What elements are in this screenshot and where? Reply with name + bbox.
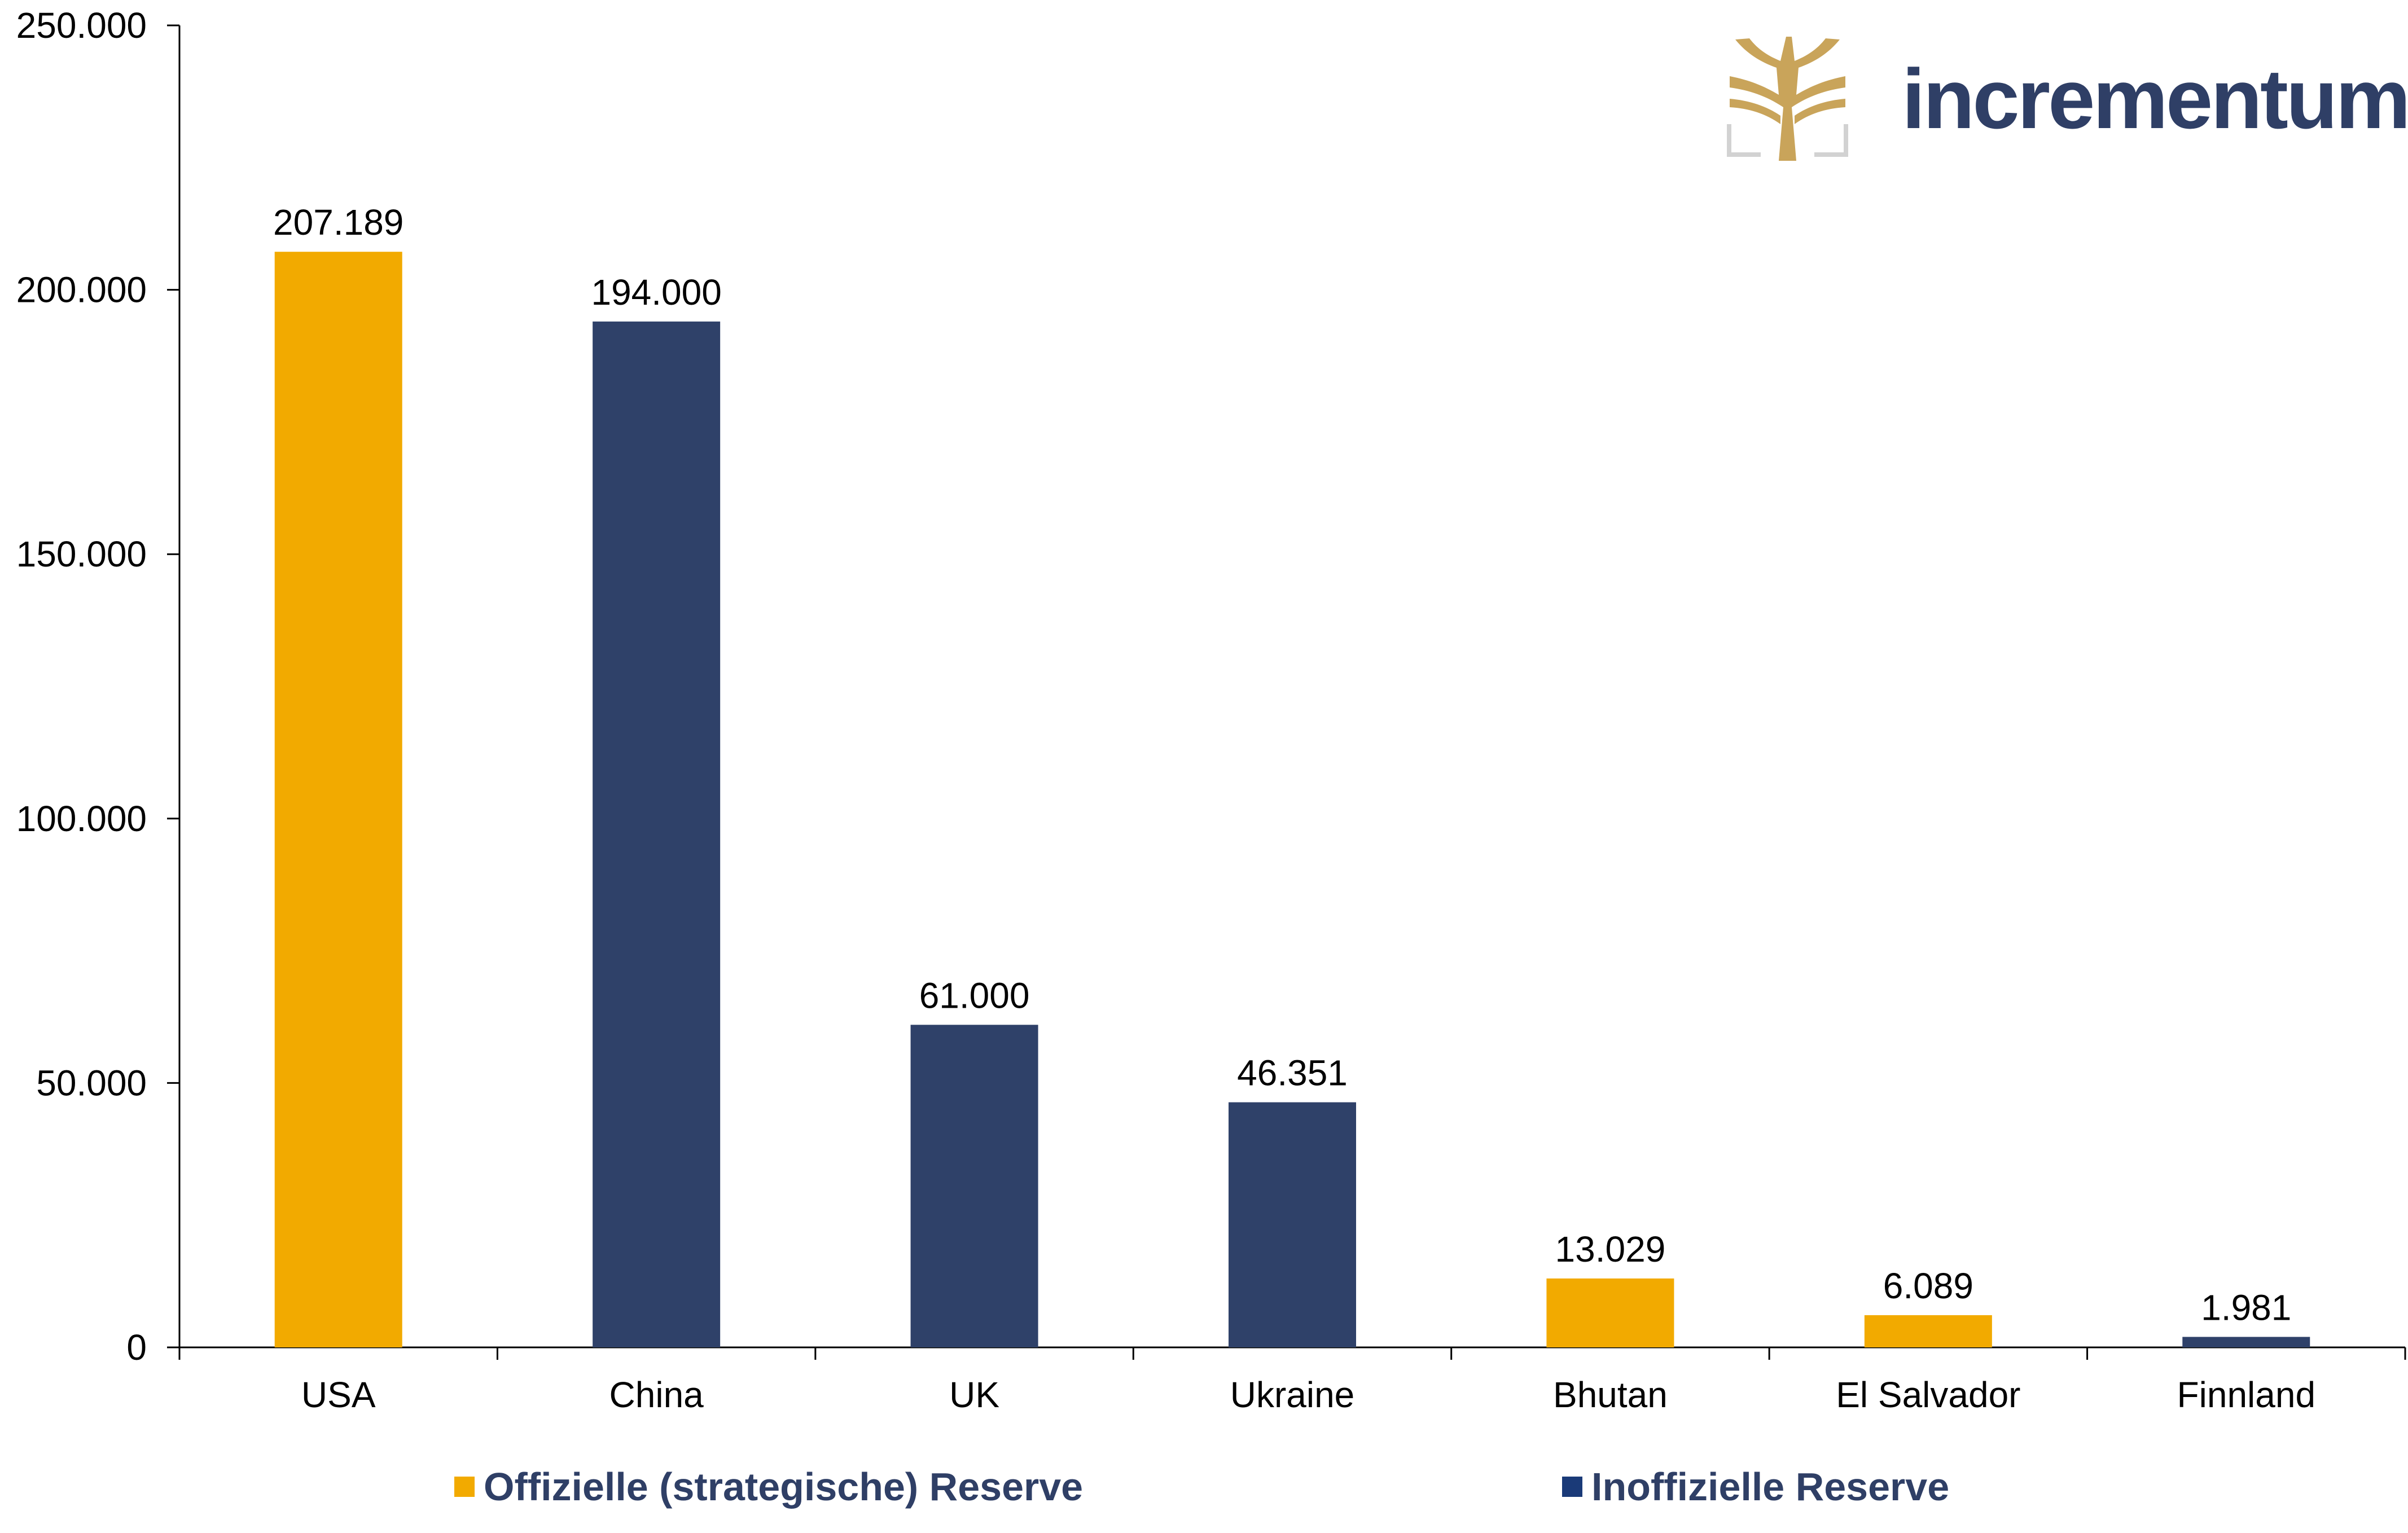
bar-finnland <box>2182 1337 2310 1347</box>
legend-item-unofficial: Inoffizielle Reserve <box>1562 1464 1949 1509</box>
x-tick-label: El Salvador <box>1836 1374 2020 1415</box>
data-labels: 207.189 194.000 61.000 46.351 13.029 6.089 1.9… <box>273 202 2291 1328</box>
legend-label-official: Offizielle (strategische) Reserve <box>484 1465 1084 1509</box>
bar-china <box>593 321 721 1347</box>
y-tick-label: 250.000 <box>16 5 147 46</box>
data-label: 46.351 <box>1237 1053 1348 1093</box>
bar-bhutan <box>1546 1278 1674 1347</box>
logo-tree-icon <box>1727 37 1848 161</box>
bar-el-salvador <box>1864 1315 1992 1347</box>
y-tick-label: 200.000 <box>16 270 147 310</box>
bars <box>274 252 2310 1347</box>
x-tick-label: China <box>609 1374 704 1415</box>
x-tick-label: Finnland <box>2177 1374 2316 1415</box>
legend-swatch-official <box>454 1477 475 1497</box>
legend-item-official: Offizielle (strategische) Reserve <box>454 1464 1083 1509</box>
x-tick-label: USA <box>301 1374 376 1415</box>
data-label: 207.189 <box>273 202 403 243</box>
legend-swatch-unofficial <box>1562 1477 1582 1497</box>
x-axis: USA China UK Ukraine Bhutan El Salvador Finnla… <box>178 1346 2406 1415</box>
y-tick-label: 50.000 <box>36 1062 147 1103</box>
x-tick-label: Ukraine <box>1230 1374 1355 1415</box>
data-label: 6.089 <box>1883 1266 1973 1306</box>
data-label: 13.029 <box>1555 1229 1666 1270</box>
legend-label-unofficial: Inoffizielle Reserve <box>1591 1465 1950 1509</box>
x-tick-label: UK <box>949 1374 999 1415</box>
logo-wordmark: incrementum <box>1902 51 2408 146</box>
x-tick-label: Bhutan <box>1553 1374 1668 1415</box>
y-axis: 0 50.000 100.000 150.000 200.000 250.000 <box>16 5 181 1368</box>
y-tick-label: 150.000 <box>16 534 147 574</box>
bar-usa <box>274 252 402 1347</box>
data-label: 194.000 <box>591 272 721 313</box>
y-tick-label: 100.000 <box>16 798 147 839</box>
data-label: 61.000 <box>919 975 1030 1016</box>
data-label: 1.981 <box>2201 1287 2291 1328</box>
y-tick-label: 0 <box>126 1327 147 1368</box>
bar-uk <box>910 1025 1038 1347</box>
bar-ukraine <box>1229 1102 1356 1347</box>
